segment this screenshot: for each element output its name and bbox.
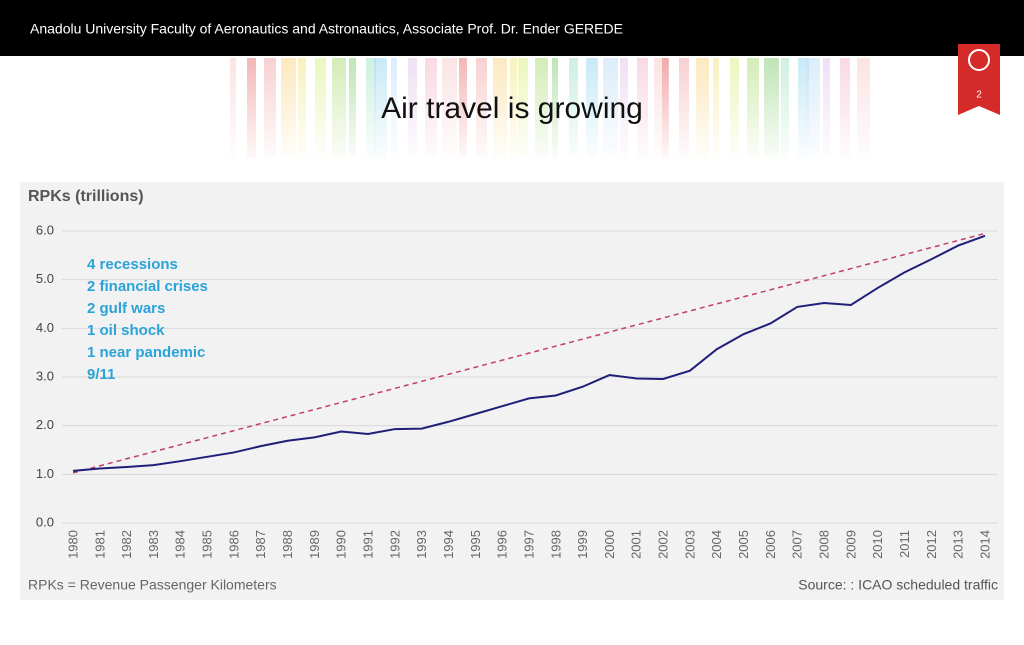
x-tick-label: 1983 (146, 530, 161, 559)
x-tick-label: 2002 (656, 530, 671, 559)
y-tick-label: 1.0 (36, 466, 54, 481)
header-text: Anadolu University Faculty of Aeronautic… (30, 21, 623, 37)
annotation: 1 near pandemic (87, 344, 205, 361)
x-tick-label: 2005 (736, 530, 751, 559)
footnote: RPKs = Revenue Passenger Kilometers (28, 577, 277, 593)
x-tick-label: 1990 (334, 530, 349, 559)
x-tick-label: 1981 (92, 530, 107, 559)
x-tick-label: 1994 (441, 530, 456, 559)
x-tick-label: 1982 (119, 530, 134, 559)
x-tick-label: 2008 (816, 530, 831, 559)
y-tick-label: 2.0 (36, 417, 54, 432)
plot: 0.0 1.0 2.0 3.0 4.0 5.0 6.0 1980 1981 1982 1983 198… (36, 222, 998, 559)
x-tick-label: 1986 (226, 530, 241, 559)
x-tick-label: 2001 (629, 530, 644, 559)
x-tick-label: 1992 (387, 530, 402, 559)
x-tick-label: 2007 (790, 530, 805, 559)
x-tick-label: 1997 (521, 530, 536, 559)
x-tick-label: 2011 (897, 530, 912, 558)
x-tick-label: 1985 (200, 530, 215, 559)
x-tick-label: 1995 (468, 530, 483, 559)
annotation: 2 financial crises (87, 278, 208, 295)
y-tick-label: 4.0 (36, 320, 54, 335)
y-tick-label: 0.0 (36, 514, 54, 529)
annotation: 2 gulf wars (87, 300, 165, 317)
badge-logo (968, 49, 990, 71)
x-tick-label: 2004 (709, 530, 724, 559)
x-tick-label: 1980 (65, 530, 80, 559)
annotation: 9/11 (87, 366, 115, 383)
x-tick-label: 2014 (977, 530, 992, 559)
x-tick-label: 2010 (870, 530, 885, 559)
x-tick-label: 2000 (602, 530, 617, 559)
annotation: 4 recessions (87, 256, 178, 273)
y-tick-label: 5.0 (36, 271, 54, 286)
data-line (72, 234, 986, 472)
chart-panel (20, 182, 1004, 600)
x-tick-label: 1988 (280, 530, 295, 559)
x-tick-label: 1998 (548, 530, 563, 559)
x-tick-label: 2003 (682, 530, 697, 559)
x-tick-label: 1999 (575, 530, 590, 559)
page-badge (958, 44, 1000, 115)
slide-title: Air travel is growing (381, 92, 643, 125)
x-tick-label: 1993 (414, 530, 429, 559)
x-tick-label: 1984 (173, 530, 188, 559)
x-tick-label: 1991 (360, 530, 375, 559)
page-number: 2 (976, 90, 982, 101)
x-tick-label: 1996 (495, 530, 510, 559)
stripe-fade (180, 56, 900, 166)
x-tick-label: 1989 (307, 530, 322, 559)
trend-line (72, 232, 986, 474)
x-tick-label: 2006 (763, 530, 778, 559)
x-tick-label: 1987 (253, 530, 268, 559)
header-bar (0, 0, 1024, 56)
y-tick-label: 3.0 (36, 368, 54, 383)
x-tick-label: 2013 (951, 530, 966, 559)
annotation: 1 oil shock (87, 322, 165, 339)
source: Source: : ICAO scheduled traffic (798, 577, 998, 593)
y-axis-title: RPKs (trillions) (28, 188, 144, 205)
y-tick-label: 6.0 (36, 222, 54, 237)
x-tick-label: 2009 (843, 530, 858, 559)
x-tick-label: 2012 (924, 530, 939, 559)
